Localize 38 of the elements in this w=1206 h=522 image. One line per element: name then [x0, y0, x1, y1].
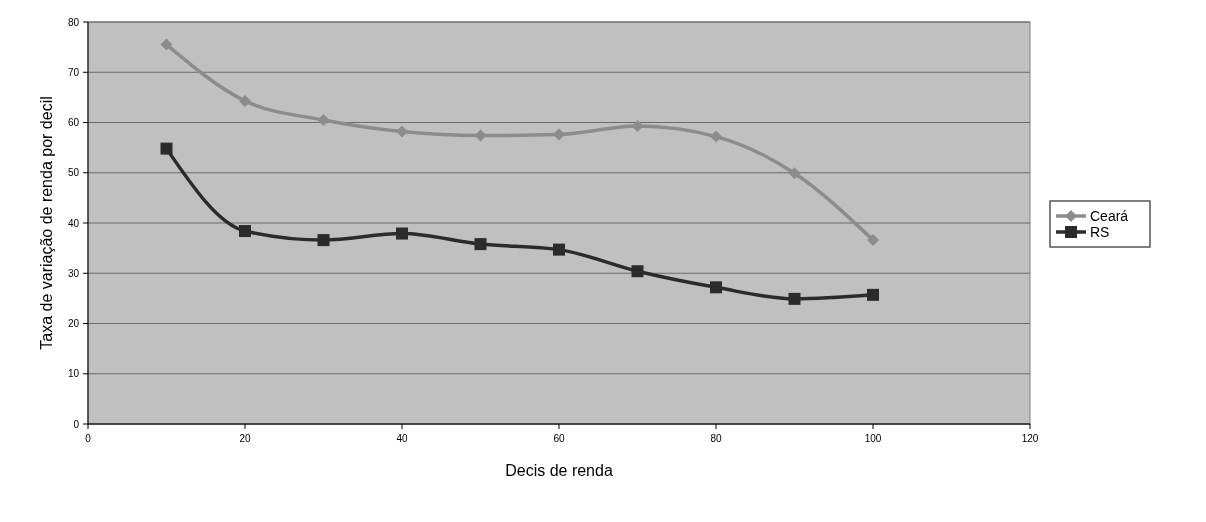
x-tick-label: 0: [85, 433, 92, 444]
x-tick-label: 40: [396, 433, 408, 444]
y-axis-title: Taxa de variação de renda por decil: [38, 96, 55, 350]
y-tick-label: 50: [67, 167, 80, 179]
legend-label: Ceará: [1090, 208, 1129, 224]
point: [317, 234, 330, 247]
point: [710, 130, 722, 143]
point: [788, 167, 801, 180]
x-tick-label: 60: [553, 433, 565, 444]
point: [160, 142, 173, 155]
legend-label: RS: [1090, 224, 1110, 240]
point: [474, 238, 487, 251]
y-tick-label: 40: [67, 217, 80, 229]
y-tick-label: 30: [67, 267, 80, 279]
x-axis-title: Decis de renda: [505, 462, 613, 479]
point: [396, 227, 408, 240]
y-tick-label: 70: [67, 66, 80, 78]
point: [239, 225, 251, 238]
y-tick-label: 80: [67, 16, 80, 28]
x-tick-label: 120: [1021, 433, 1039, 444]
y-tick-label: 10: [67, 368, 80, 380]
x-tick-label: 100: [864, 433, 882, 444]
point: [710, 281, 722, 294]
x-tick-label: 20: [239, 433, 251, 444]
point: [239, 94, 251, 107]
point: [867, 234, 879, 247]
point: [160, 38, 173, 51]
point: [396, 125, 408, 138]
point: [553, 128, 565, 141]
y-tick-label: 20: [67, 318, 80, 329]
y-tick-label: 60: [67, 117, 80, 128]
y-tick-label: 0: [73, 418, 80, 430]
point: [553, 243, 565, 256]
point: [788, 292, 801, 305]
point: [631, 265, 644, 278]
point: [867, 288, 879, 301]
x-tick-label: 80: [710, 433, 722, 444]
point: [317, 113, 330, 126]
